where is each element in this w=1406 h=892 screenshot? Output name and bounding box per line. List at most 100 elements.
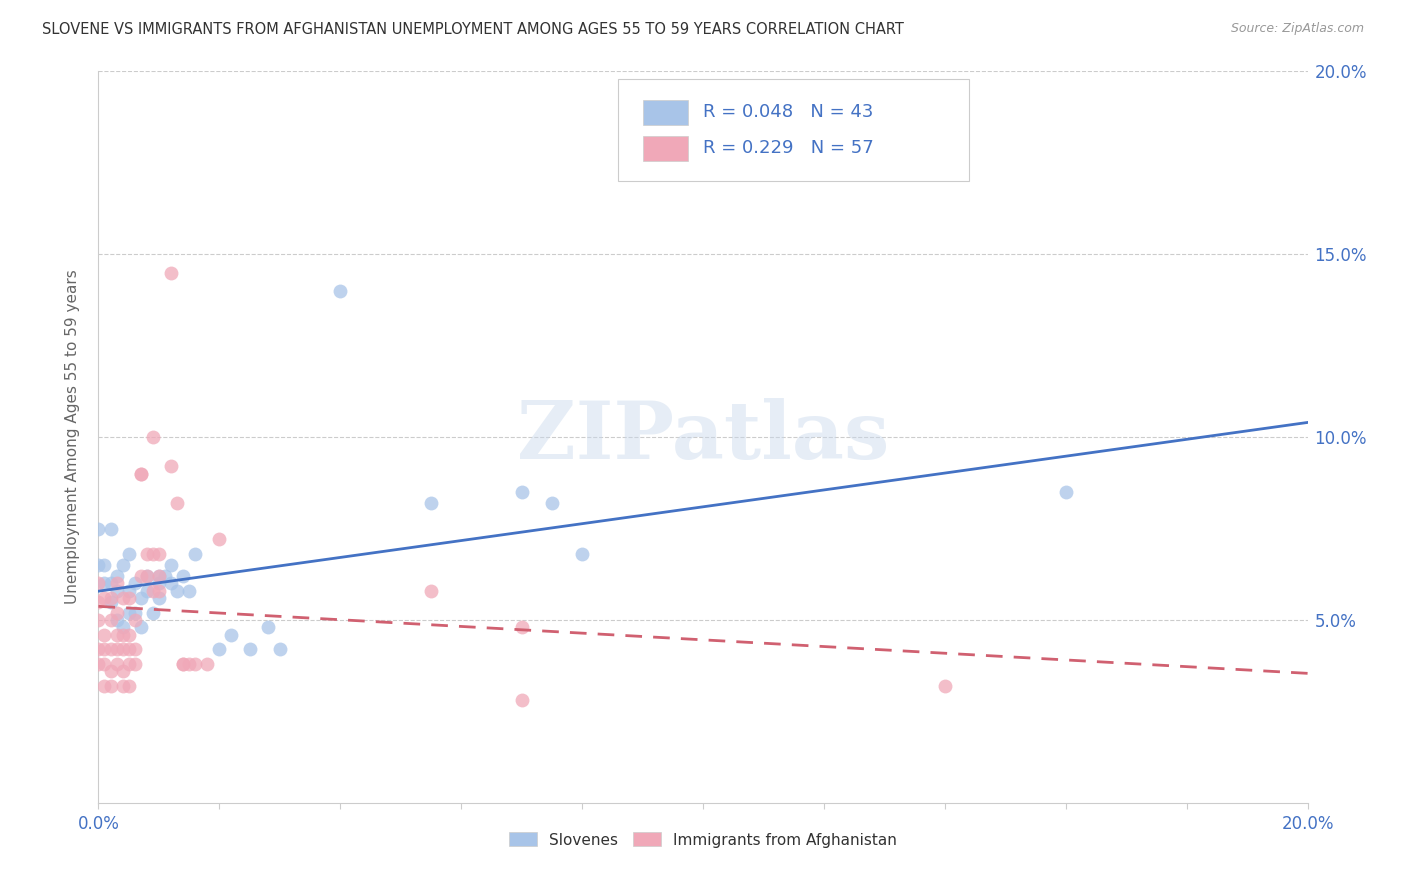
Point [118,657,141,671]
Point [111,679,134,693]
Point [87,594,110,608]
Point [142,430,165,444]
Point [124,642,146,657]
Point [221,627,243,641]
Point [118,547,141,561]
Point [510,620,533,634]
Text: Source: ZipAtlas.com: Source: ZipAtlas.com [1230,22,1364,36]
Point [142,547,165,561]
Point [135,569,157,583]
Point [93,591,115,605]
Point [195,657,218,671]
Point [420,496,443,510]
Point [129,569,152,583]
Point [153,569,176,583]
Point [111,627,134,641]
Point [111,558,134,573]
Point [100,613,122,627]
Y-axis label: Unemployment Among Ages 55 to 59 years: Unemployment Among Ages 55 to 59 years [65,269,80,605]
Point [571,547,593,561]
Point [148,569,170,583]
Point [510,693,533,707]
Point [184,547,207,561]
Point [135,583,157,598]
Point [111,664,134,678]
FancyBboxPatch shape [643,136,689,161]
Point [100,642,122,657]
Point [111,642,134,657]
Point [179,583,201,598]
Point [148,576,170,591]
Point [540,496,562,510]
Point [1054,485,1077,500]
Point [934,679,956,693]
FancyBboxPatch shape [643,100,689,125]
Point [87,642,110,657]
Point [118,627,141,641]
Point [135,569,157,583]
Point [172,657,194,671]
Point [160,459,183,474]
Point [124,657,146,671]
Point [129,620,152,634]
Point [148,569,170,583]
Legend: Slovenes, Immigrants from Afghanistan: Slovenes, Immigrants from Afghanistan [503,826,903,854]
Point [184,657,207,671]
Point [105,657,128,671]
Point [208,533,231,547]
Point [160,576,183,591]
Point [93,576,115,591]
Point [129,591,152,605]
Point [105,606,128,620]
Point [118,583,141,598]
Point [239,642,262,657]
Point [160,266,183,280]
Point [87,521,110,535]
Point [93,679,115,693]
Point [93,627,115,641]
Point [87,576,110,591]
Point [142,606,165,620]
Point [129,467,152,481]
Point [269,642,291,657]
Point [93,657,115,671]
Point [135,547,157,561]
Point [87,657,110,671]
Point [124,606,146,620]
Point [100,576,122,591]
Point [142,583,165,598]
Text: SLOVENE VS IMMIGRANTS FROM AFGHANISTAN UNEMPLOYMENT AMONG AGES 55 TO 59 YEARS CO: SLOVENE VS IMMIGRANTS FROM AFGHANISTAN U… [42,22,904,37]
Point [160,558,183,573]
Point [105,583,128,598]
Point [166,496,188,510]
Point [129,467,152,481]
Text: ZIPatlas: ZIPatlas [517,398,889,476]
Point [148,591,170,605]
Point [111,591,134,605]
Text: R = 0.048   N = 43: R = 0.048 N = 43 [703,103,873,120]
Point [510,485,533,500]
Point [118,591,141,605]
Point [87,613,110,627]
Point [118,642,141,657]
Point [256,620,278,634]
Point [105,576,128,591]
Point [124,613,146,627]
Point [93,558,115,573]
Point [118,679,141,693]
Point [105,613,128,627]
Point [105,569,128,583]
Point [420,583,443,598]
Point [111,620,134,634]
Point [118,606,141,620]
Point [93,642,115,657]
Point [124,576,146,591]
Point [87,558,110,573]
Point [100,521,122,535]
Point [105,642,128,657]
Point [172,657,194,671]
Point [148,547,170,561]
Point [100,679,122,693]
Point [105,627,128,641]
Point [172,569,194,583]
